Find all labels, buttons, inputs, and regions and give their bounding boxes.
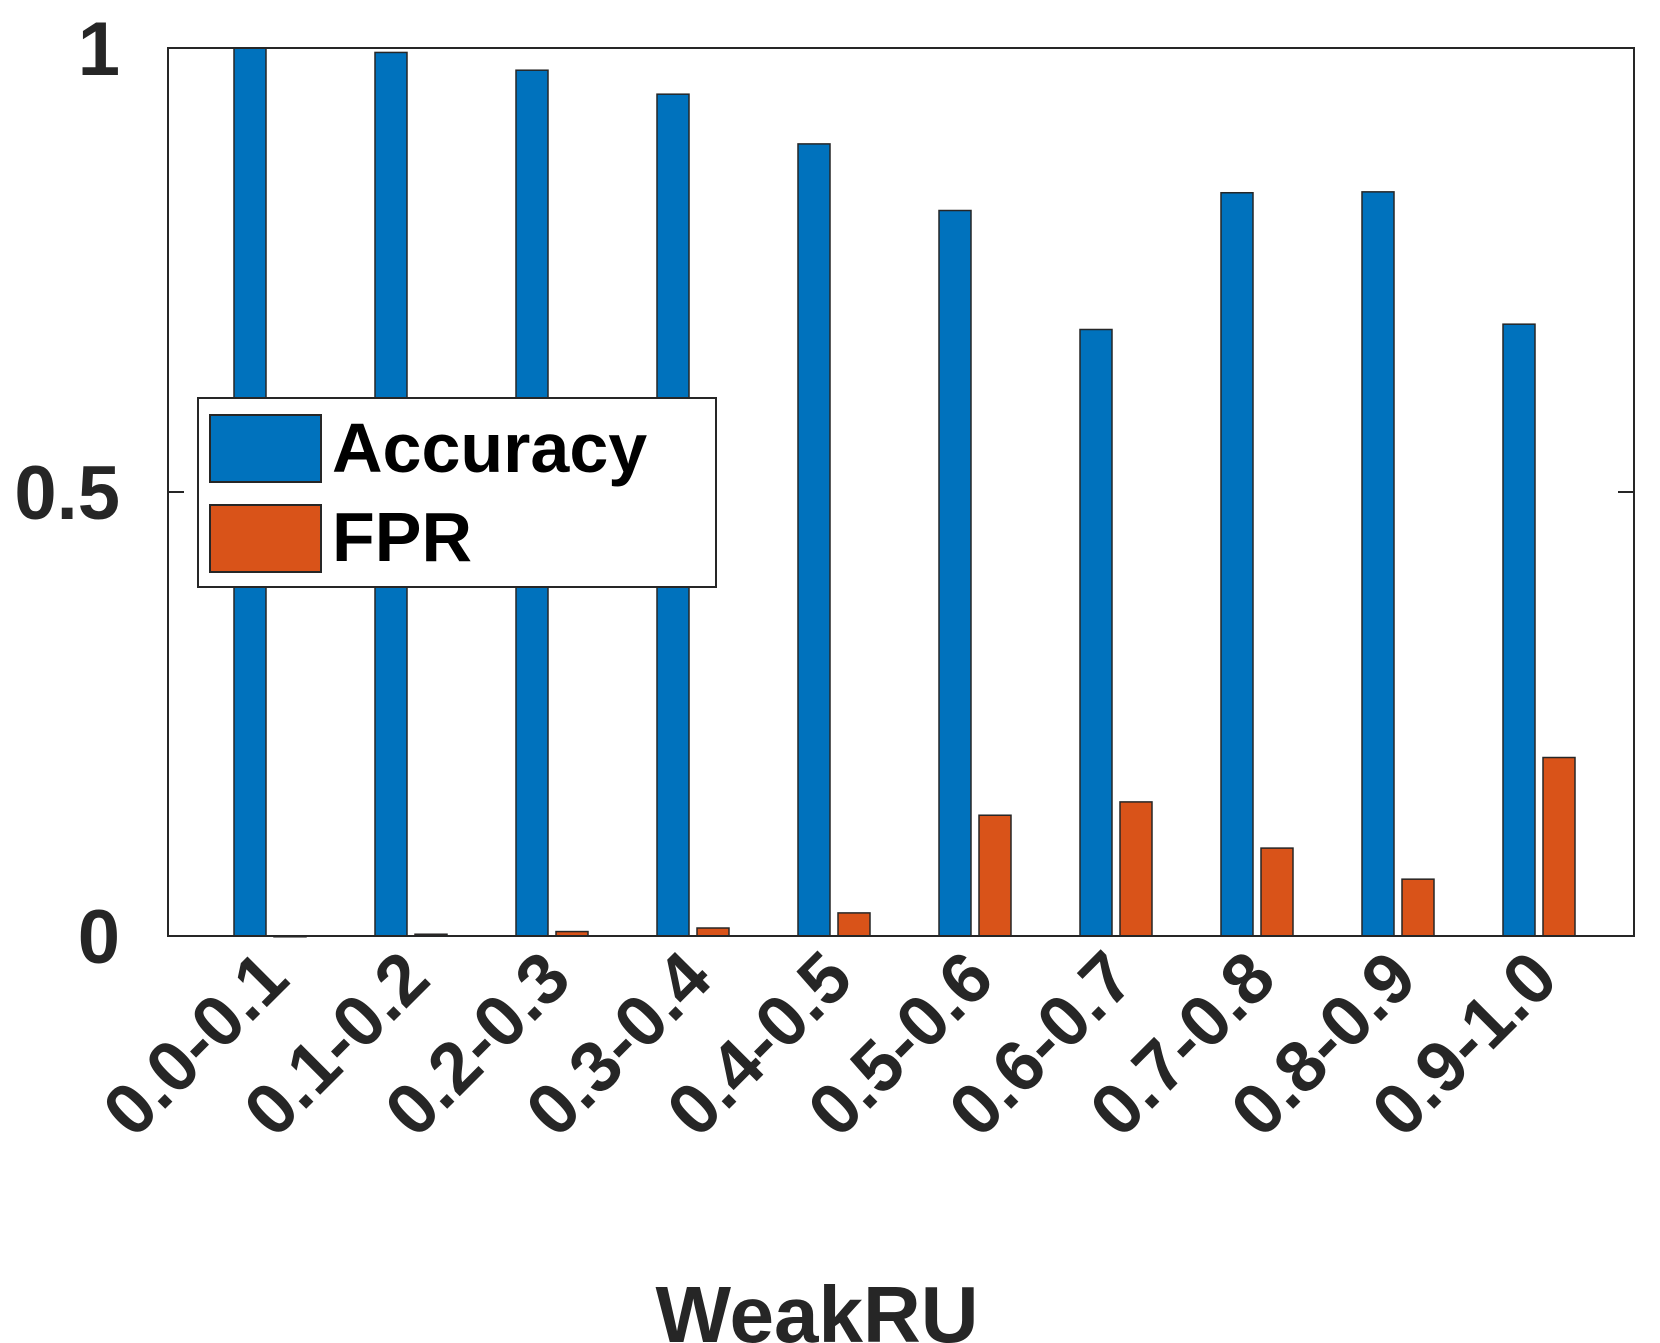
legend: Accuracy FPR bbox=[197, 397, 717, 588]
y-tick-label: 0 bbox=[78, 895, 120, 980]
bar-fpr-0.8-0.9 bbox=[1401, 878, 1435, 937]
bar-fpr-0.4-0.5 bbox=[837, 912, 871, 937]
bar-fpr-0.5-0.6 bbox=[978, 814, 1012, 937]
legend-label-fpr: FPR bbox=[332, 498, 472, 576]
bar-fpr-0.9-1.0 bbox=[1542, 756, 1576, 937]
bar-fpr-0.3-0.4 bbox=[696, 927, 730, 937]
bar-accuracy-0.5-0.6 bbox=[938, 209, 972, 937]
bar-accuracy-0.4-0.5 bbox=[797, 143, 831, 937]
legend-label-accuracy: Accuracy bbox=[332, 409, 647, 487]
bar-accuracy-0.6-0.7 bbox=[1079, 328, 1113, 937]
bar-fpr-0.7-0.8 bbox=[1260, 847, 1294, 937]
legend-swatch-accuracy bbox=[209, 414, 322, 483]
bar-accuracy-0.9-1.0 bbox=[1502, 323, 1536, 937]
y-axis-ticks: 00.51 bbox=[14, 7, 1634, 980]
bar-accuracy-0.8-0.9 bbox=[1361, 191, 1395, 937]
x-axis-ticks: 0.0-0.10.1-0.20.2-0.30.3-0.40.4-0.50.5-0… bbox=[88, 937, 1572, 1152]
legend-swatch-fpr bbox=[209, 504, 322, 573]
y-tick-label: 1 bbox=[78, 7, 120, 92]
bar-accuracy-0.7-0.8 bbox=[1220, 191, 1254, 937]
y-tick-label: 0.5 bbox=[14, 451, 120, 536]
bar-fpr-0.6-0.7 bbox=[1119, 801, 1153, 937]
x-axis-label: WeakRU bbox=[655, 1270, 978, 1343]
